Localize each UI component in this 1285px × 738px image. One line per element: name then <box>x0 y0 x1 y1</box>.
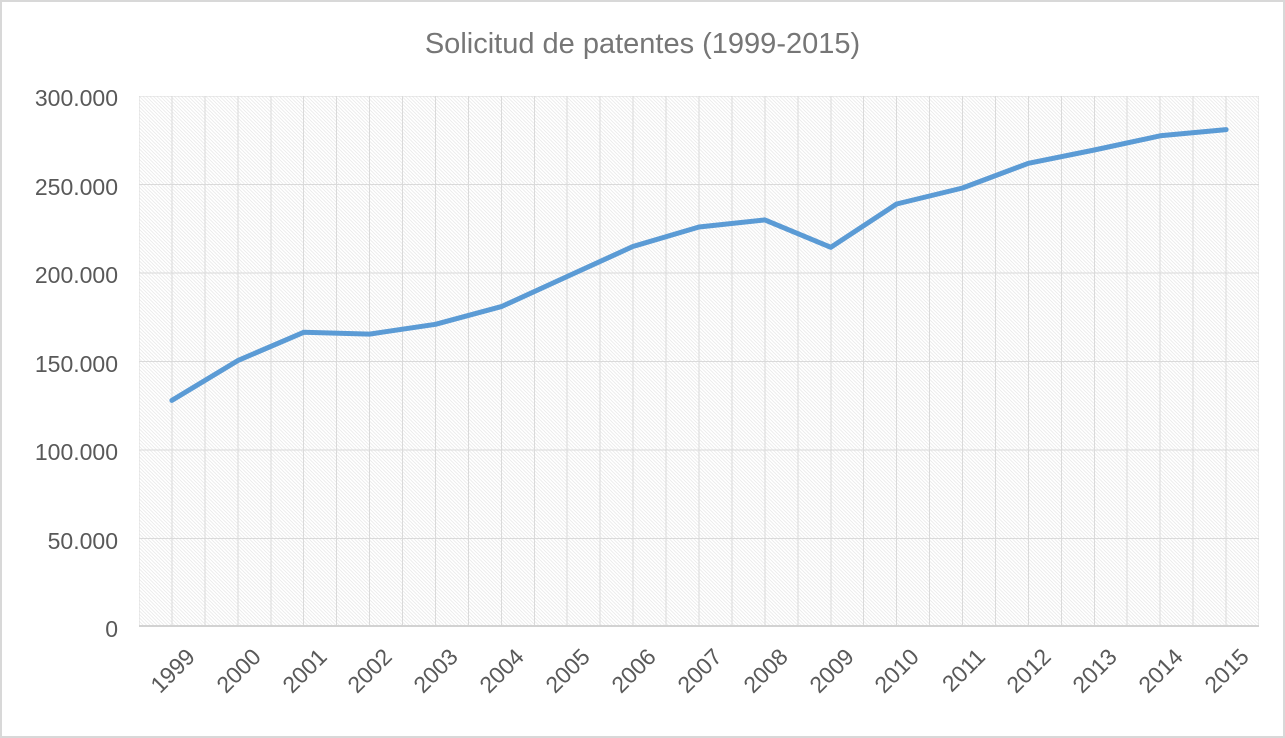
x-tick-label: 2002 <box>342 643 398 698</box>
y-tick-label: 100.000 <box>34 439 118 465</box>
x-tick-label: 2008 <box>737 643 793 698</box>
y-tick-label: 300.000 <box>34 85 118 111</box>
x-tick-label: 2010 <box>869 643 925 698</box>
y-tick-label: 250.000 <box>34 173 118 200</box>
x-tick-label: 2007 <box>672 643 727 698</box>
gridlines <box>139 96 1259 627</box>
x-tick-label: 2003 <box>408 643 464 698</box>
x-tick-label: 1999 <box>145 643 200 698</box>
x-tick-label: 2005 <box>540 643 595 698</box>
y-tick-label: 150.000 <box>34 350 118 377</box>
x-tick-label: 2004 <box>474 643 530 698</box>
x-tick-label: 2015 <box>1199 643 1254 698</box>
x-tick-label: 2011 <box>936 643 991 697</box>
x-tick-label: 2014 <box>1133 643 1188 698</box>
x-tick-label: 2001 <box>276 643 332 698</box>
x-tick-label: 2013 <box>1067 643 1122 698</box>
y-tick-label: 50.000 <box>47 527 118 554</box>
y-tick-label: 0 <box>105 616 118 642</box>
data-series-line <box>169 127 1229 403</box>
y-tick-label: 200.000 <box>34 262 118 288</box>
x-tick-label: 2006 <box>606 643 661 698</box>
chart-title: Solicitud de patentes (1999-2015) <box>424 28 861 60</box>
x-tick-label: 2009 <box>803 643 859 698</box>
plot-area <box>139 96 1259 627</box>
x-tick-label: 2000 <box>210 643 266 698</box>
x-tick-label: 2012 <box>1001 643 1057 698</box>
